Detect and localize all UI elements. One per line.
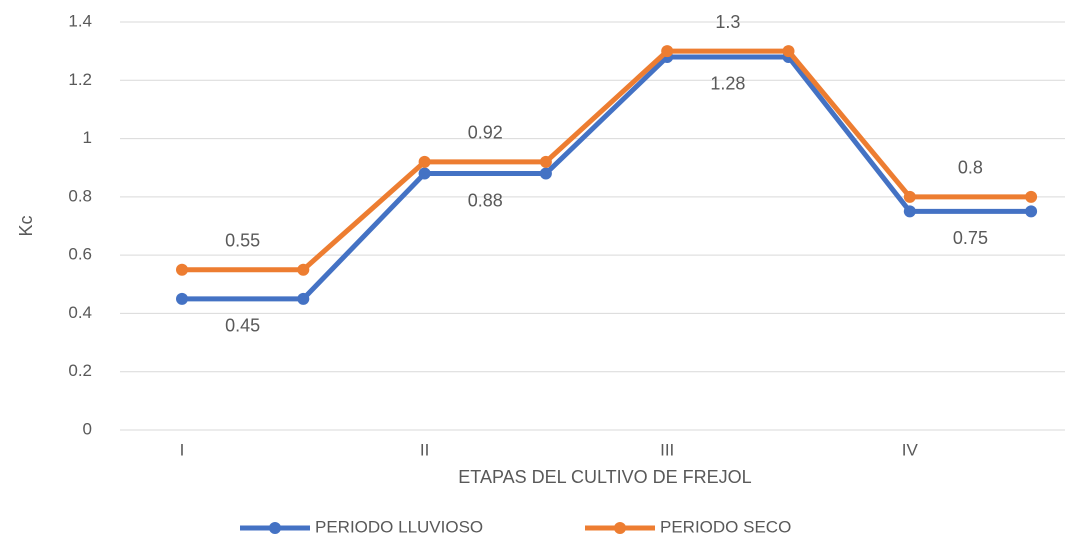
y-axis-title: Kc: [16, 215, 36, 236]
legend-label: PERIODO SECO: [660, 517, 791, 536]
x-tick-label: III: [660, 440, 674, 459]
x-tick-label: II: [420, 440, 429, 459]
series-line: [182, 48, 1032, 273]
data-point: [903, 205, 916, 218]
y-tick-label: 0: [83, 419, 92, 438]
legend-label: PERIODO LLUVIOSO: [315, 517, 483, 536]
data-point: [539, 167, 552, 180]
data-point: [418, 155, 431, 168]
data-point: [1025, 190, 1038, 203]
data-point: [297, 292, 310, 305]
y-tick-label: 1.2: [68, 70, 92, 89]
data-point: [903, 190, 916, 203]
data-point: [176, 292, 188, 305]
data-label: 0.88: [468, 190, 503, 210]
data-point: [418, 167, 431, 180]
data-label: 1.3: [715, 12, 740, 32]
data-point: [1025, 205, 1038, 218]
y-tick-label: 0.6: [68, 245, 92, 264]
data-label: 0.45: [225, 316, 260, 336]
y-tick-label: 1: [83, 128, 92, 147]
x-axis-title: ETAPAS DEL CULTIVO DE FREJOL: [458, 467, 751, 487]
y-tick-label: 0.2: [68, 361, 92, 380]
data-point: [782, 45, 795, 58]
data-point: [661, 45, 674, 58]
data-point: [176, 263, 188, 276]
series-line: [182, 54, 1032, 302]
data-label: 0.75: [953, 228, 988, 248]
x-tick-label: I: [180, 440, 185, 459]
y-tick-label: 0.4: [68, 303, 92, 322]
data-label: 1.28: [710, 74, 745, 94]
x-tick-label: IV: [902, 440, 919, 459]
legend-marker: [614, 522, 626, 534]
data-label: 0.92: [468, 123, 503, 143]
data-point: [297, 263, 310, 276]
data-label: 0.8: [958, 158, 983, 178]
y-tick-label: 0.8: [68, 186, 92, 205]
y-tick-label: 1.4: [68, 11, 92, 30]
legend-marker: [269, 522, 281, 534]
data-label: 0.55: [225, 230, 260, 250]
data-point: [539, 155, 552, 168]
